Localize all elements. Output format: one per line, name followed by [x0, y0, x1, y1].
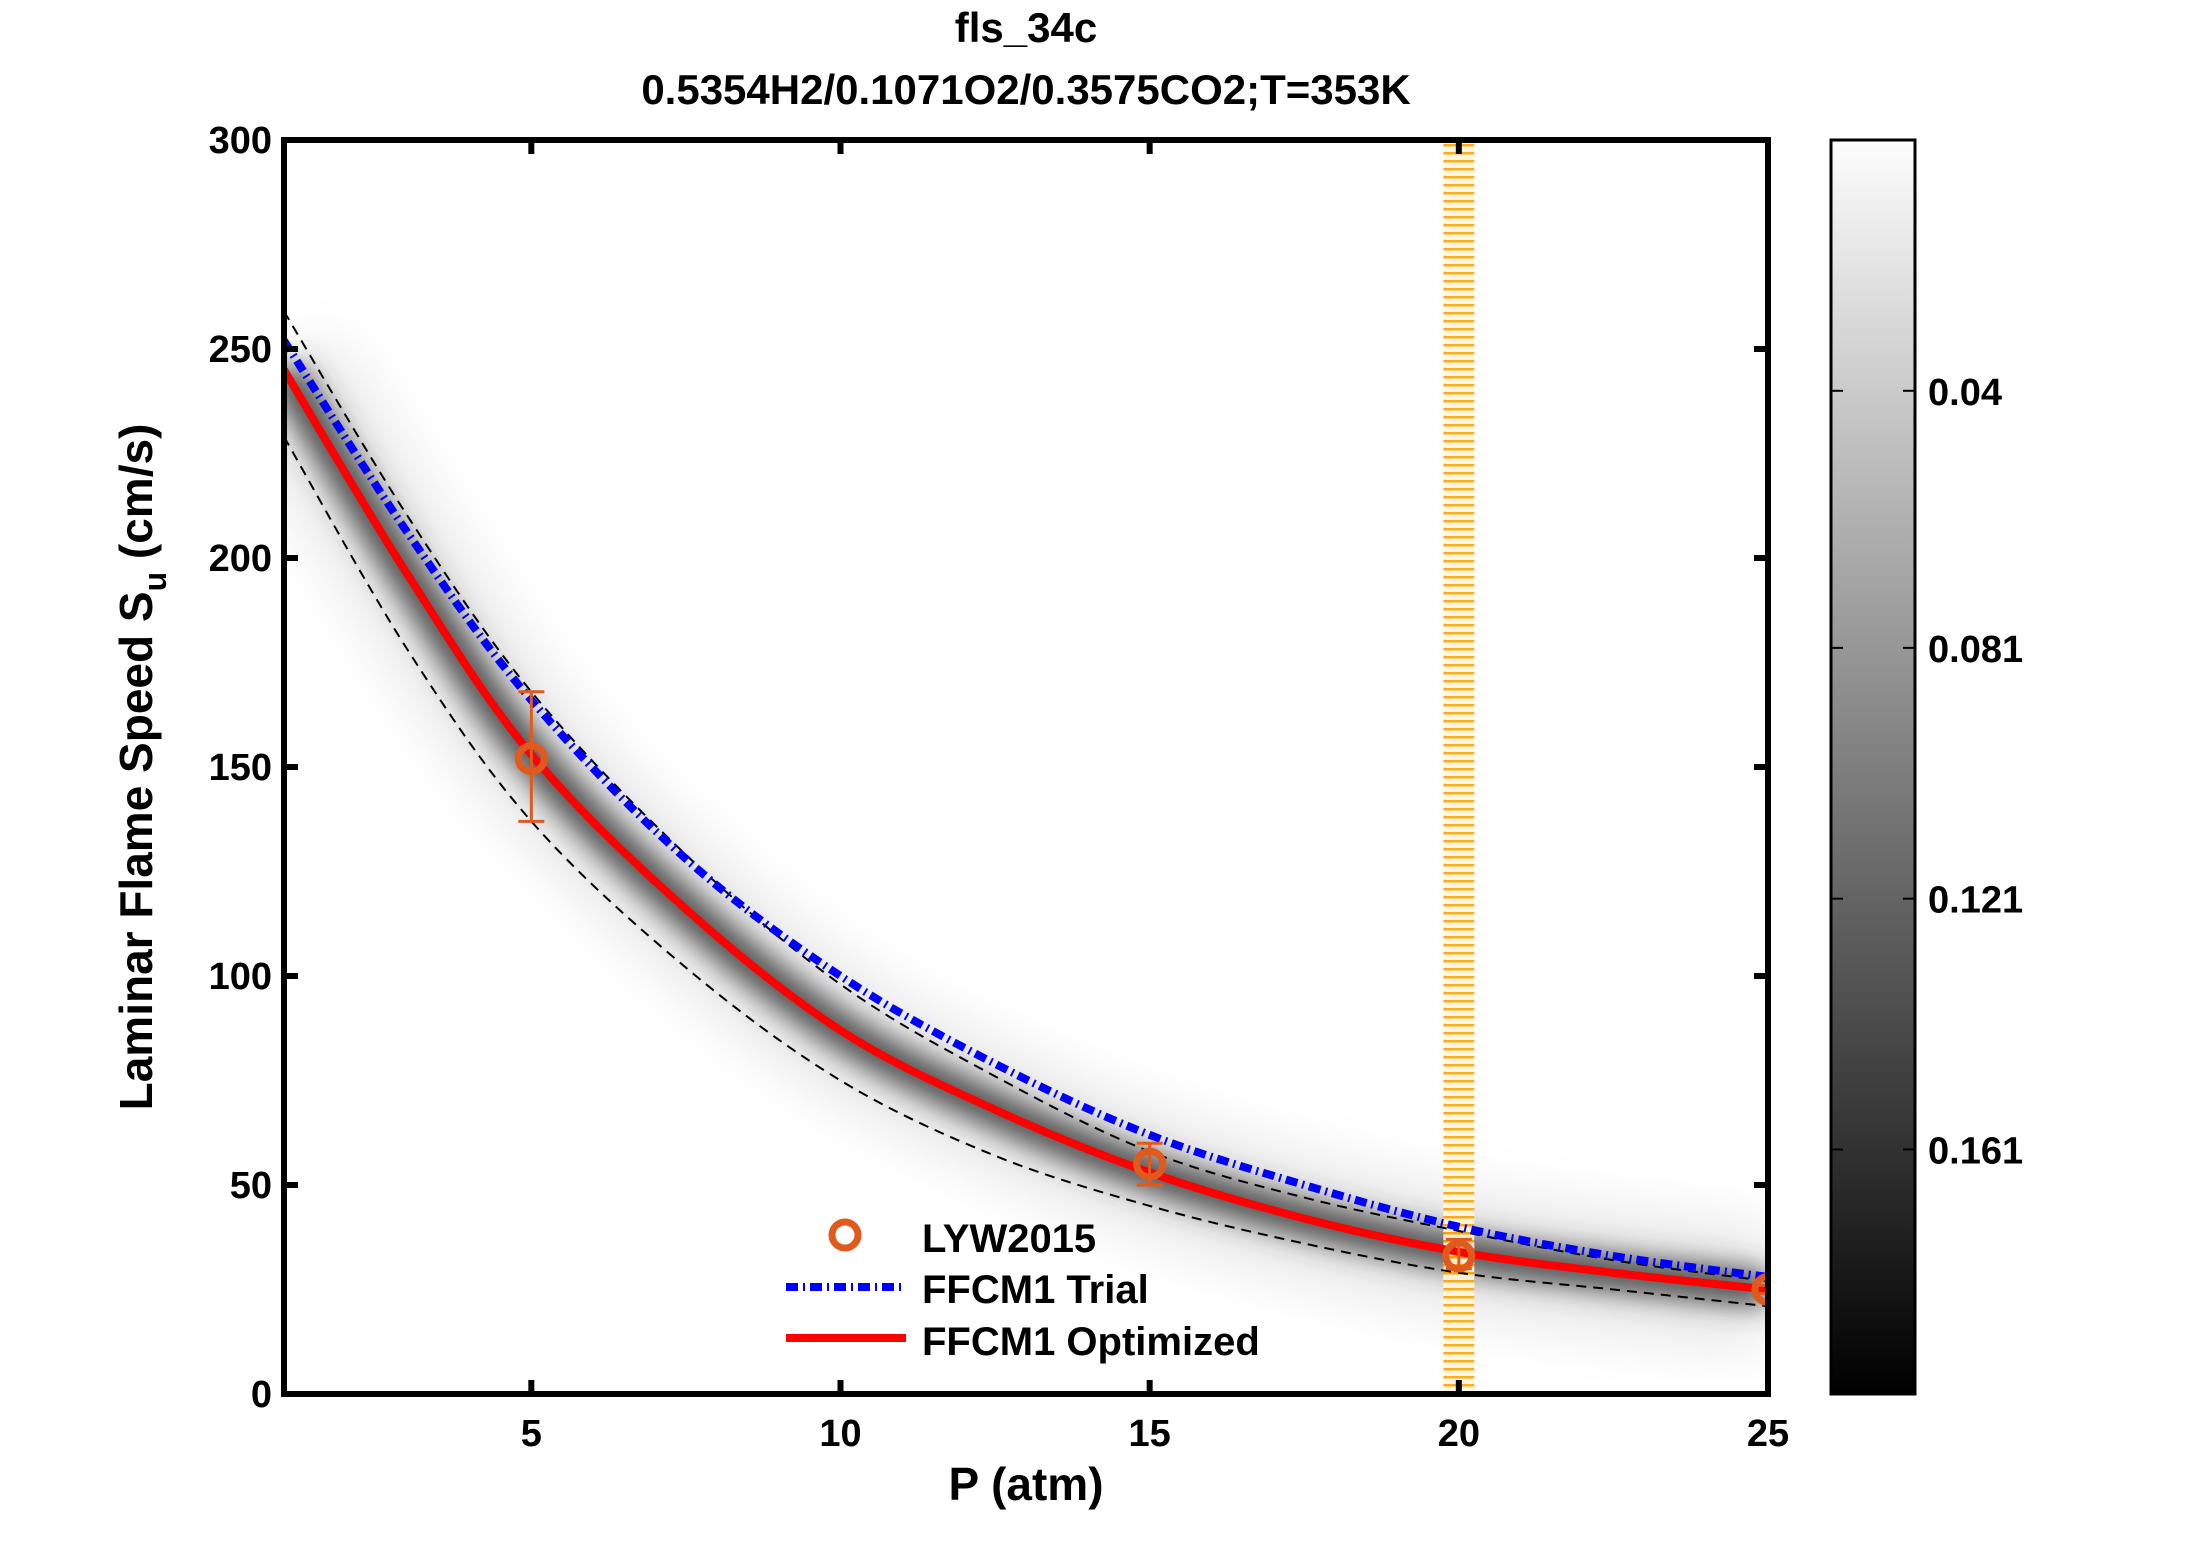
y-tick-label: 0	[251, 1374, 272, 1416]
data-point-lyw2015	[1133, 1141, 1167, 1187]
data-point-lyw2015	[1442, 1237, 1476, 1273]
y-tick-label: 150	[209, 747, 272, 789]
colorbar-tick-label: 0.161	[1928, 1130, 2023, 1172]
series-line-ffcm1-trial	[284, 338, 1768, 1281]
data-marker	[1442, 1239, 1476, 1273]
y-axis-label-main: Laminar Flame Speed S	[110, 591, 162, 1110]
data-point-lyw2015	[514, 690, 548, 823]
y-tick-label: 200	[209, 538, 272, 580]
y-axis-label-unit: (cm/s)	[110, 424, 162, 572]
x-axis-label: P (atm)	[948, 1458, 1103, 1510]
series-line-lower-bound	[284, 436, 1768, 1308]
legend-label-lyw2015: LYW2015	[922, 1217, 1096, 1261]
y-tick-label: 250	[209, 329, 272, 371]
chart-title: fls_34c	[955, 4, 1097, 51]
plot-area	[284, 140, 1768, 1394]
x-tick-label: 20	[1438, 1413, 1480, 1455]
x-tick-label: 15	[1129, 1413, 1171, 1455]
legend-label-optimized: FFCM1 Optimized	[922, 1320, 1260, 1364]
y-tick-label: 100	[209, 956, 272, 998]
colorbar-tick-label: 0.04	[1928, 372, 2002, 414]
y-axis-label-subscript: u	[137, 572, 173, 592]
y-tick-label: 300	[209, 120, 272, 162]
colorbar-tick-label: 0.081	[1928, 629, 2023, 671]
series-line-ffcm1-optimized	[284, 367, 1768, 1294]
legend-marker-lyw2015	[828, 1218, 862, 1252]
y-axis-label: Laminar Flame Speed Su (cm/s)	[110, 424, 173, 1111]
x-tick-label: 10	[819, 1413, 861, 1455]
legend: LYW2015 FFCM1 Trial FFCM1 Optimized	[786, 1217, 1260, 1364]
uncertainty-band-outer	[284, 341, 1768, 1345]
colorbar-tick-label: 0.121	[1928, 880, 2023, 922]
colorbar-gradient	[1829, 138, 1917, 1396]
data-marker	[514, 742, 548, 776]
chart-subtitle: 0.5354H2/0.1071O2/0.3575CO2;T=353K	[641, 66, 1410, 113]
y-tick-label: 50	[230, 1165, 272, 1207]
highlight-band	[1443, 140, 1475, 1394]
x-tick-label: 25	[1747, 1413, 1789, 1455]
colorbar: 0.04 0.081 0.121 0.161	[1829, 138, 2023, 1396]
data-marker	[1751, 1273, 1768, 1306]
x-tick-label: 5	[521, 1413, 542, 1455]
data-marker	[1133, 1147, 1167, 1181]
data-point-lyw2015	[1751, 1273, 1768, 1306]
legend-label-trial: FFCM1 Trial	[922, 1268, 1149, 1312]
